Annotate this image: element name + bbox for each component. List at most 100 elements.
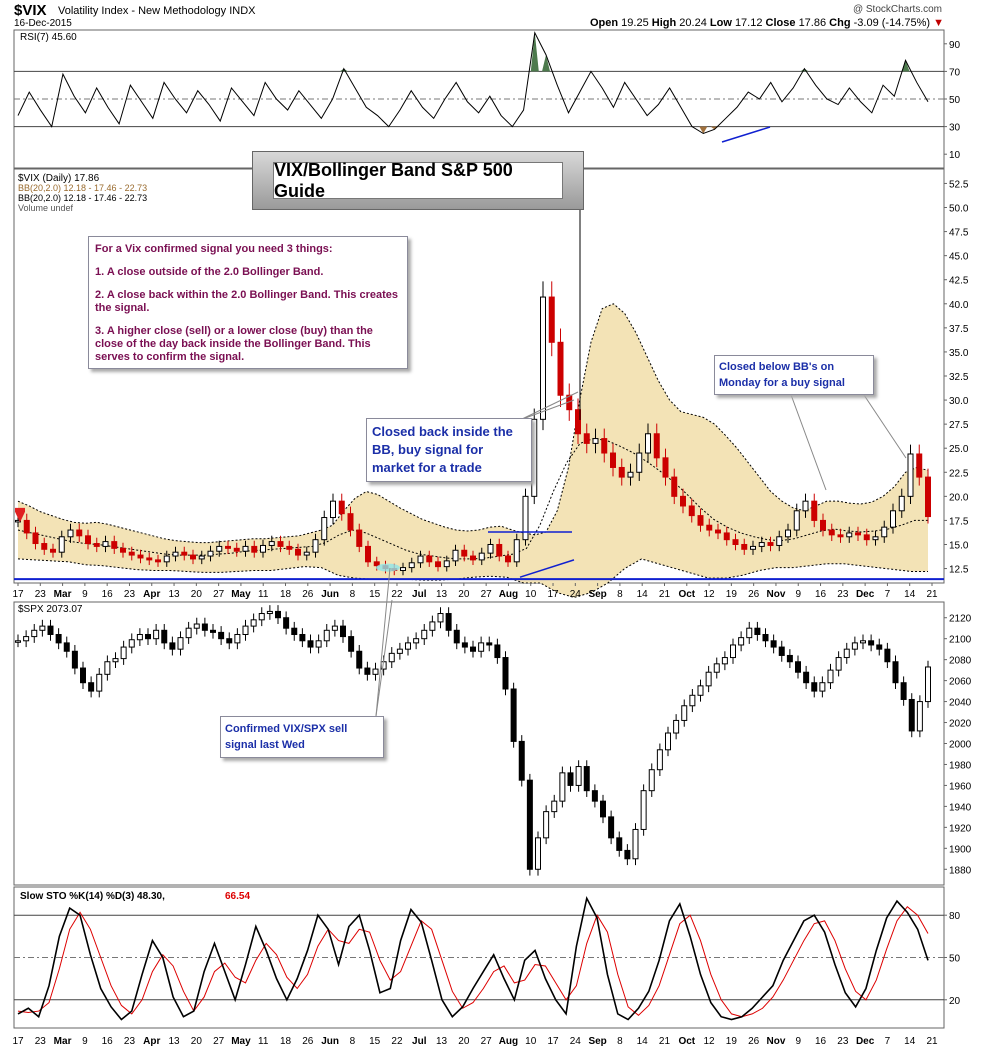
sto-d-line bbox=[17, 906, 929, 1018]
bottom-date-axis-label: 8 bbox=[350, 1036, 356, 1047]
bottom-date-axis-label: Dec bbox=[856, 1036, 875, 1047]
vix-candle-body bbox=[312, 539, 319, 553]
sto-k-line bbox=[17, 895, 929, 1021]
rules-callout: For a Vix confirmed signal you need 3 th… bbox=[88, 236, 408, 369]
vix-candle-body bbox=[540, 296, 546, 420]
spx-candle-body bbox=[876, 644, 883, 650]
date-axis-label: Apr bbox=[143, 589, 160, 600]
vix-candle-body bbox=[688, 505, 695, 517]
vix-candle-body bbox=[715, 529, 721, 534]
change-label: Chg bbox=[829, 17, 851, 29]
spx-candle-body bbox=[63, 642, 70, 652]
spx-candle-body bbox=[632, 828, 639, 860]
spx-candle-body bbox=[819, 682, 826, 692]
vix-candle-body bbox=[260, 544, 266, 553]
bottom-date-axis-label: 9 bbox=[82, 1036, 88, 1047]
bottom-date-axis-label: 26 bbox=[302, 1036, 314, 1047]
spx-candle-body bbox=[331, 625, 338, 631]
vix-candle-body bbox=[575, 409, 581, 435]
vix-candle-body bbox=[251, 545, 258, 553]
spx-candle-body bbox=[307, 640, 314, 648]
date-axis-label: 9 bbox=[795, 589, 801, 600]
date-axis-label: 14 bbox=[904, 589, 916, 600]
bottom-date-axis-label: 9 bbox=[795, 1036, 801, 1047]
sto-tick-label: 20 bbox=[949, 996, 961, 1007]
date-axis-label: 27 bbox=[481, 589, 493, 600]
vix-candle-body bbox=[338, 500, 345, 515]
vix-candle-body bbox=[426, 555, 433, 563]
vix-candle-body bbox=[111, 541, 118, 549]
date-axis-label: 7 bbox=[885, 589, 891, 600]
spx-candle-body bbox=[478, 642, 485, 652]
vix-candle-body bbox=[697, 515, 704, 526]
spx-candle-body bbox=[705, 671, 712, 687]
vix-candle-body bbox=[461, 549, 468, 557]
vix-candle-body bbox=[863, 534, 870, 541]
spx-candle-body bbox=[746, 627, 753, 639]
symbol-name-text: Volatility Index - New Methodology bbox=[58, 5, 227, 17]
vix-candle-body bbox=[478, 552, 485, 561]
vix-candle-body bbox=[163, 555, 170, 563]
date-axis-label: Sep bbox=[588, 589, 606, 600]
spx-candle-body bbox=[266, 610, 273, 615]
change-value: -3.09 (-14.75%) bbox=[853, 17, 931, 29]
signal-highlight bbox=[376, 563, 400, 572]
red-arrow-icon bbox=[15, 507, 25, 523]
bottom-date-axis-label: 7 bbox=[885, 1036, 891, 1047]
spx-candle-body bbox=[169, 642, 176, 650]
callout-pointer bbox=[375, 567, 391, 717]
sto-d-legend: 66.54 bbox=[225, 891, 250, 902]
date-axis-label: 13 bbox=[436, 589, 448, 600]
bottom-date-axis-label: 14 bbox=[904, 1036, 916, 1047]
spx-legend: $SPX 2073.07 bbox=[18, 604, 83, 615]
spx-candle-body bbox=[445, 613, 452, 631]
spx-candle-body bbox=[884, 648, 891, 663]
vix-candle-body bbox=[181, 551, 188, 556]
date-axis-label: 17 bbox=[547, 589, 559, 600]
close-value: 17.86 bbox=[798, 17, 827, 29]
vix-candle-body bbox=[470, 555, 476, 561]
spx-candle-body bbox=[161, 629, 168, 644]
rsi-tick-label: 30 bbox=[949, 123, 961, 134]
vix-legend: $VIX (Daily) 17.86 bbox=[18, 173, 100, 184]
spx-candle-body bbox=[860, 640, 866, 644]
date-axis-label: May bbox=[231, 589, 251, 600]
rsi-overbought-fill bbox=[901, 60, 910, 72]
low-label: Low bbox=[709, 17, 732, 29]
vix-tick-label: 50.0 bbox=[949, 204, 969, 215]
spx-candle-body bbox=[795, 661, 801, 673]
bottom-date-axis-label: May bbox=[231, 1036, 251, 1047]
vix-candle-body bbox=[505, 555, 511, 563]
vix-candle-body bbox=[172, 551, 179, 557]
bottom-date-axis-label: 14 bbox=[637, 1036, 649, 1047]
rsi-line bbox=[17, 31, 929, 135]
vix-candle-body bbox=[916, 453, 923, 478]
date-axis-label: 18 bbox=[280, 589, 292, 600]
spx-candle-body bbox=[348, 636, 355, 652]
vix-candle-body bbox=[680, 495, 686, 507]
spx-candle-body bbox=[364, 667, 371, 675]
bottom-date-axis-label: 27 bbox=[213, 1036, 225, 1047]
callout-pointer bbox=[861, 391, 907, 459]
spx-tick-label: 1920 bbox=[949, 823, 972, 834]
rsi-oversold-fill bbox=[699, 126, 708, 134]
vix-candle-body bbox=[723, 532, 730, 541]
vix-candle-body bbox=[347, 513, 354, 531]
spx-candle-body bbox=[648, 769, 655, 792]
spx-tick-label: 1900 bbox=[949, 844, 972, 855]
vix-candle-body bbox=[881, 526, 888, 538]
vix-candle-body bbox=[295, 548, 301, 556]
vix-tick-label: 42.5 bbox=[949, 276, 969, 287]
spx-candle-body bbox=[210, 629, 216, 633]
spx-candle-body bbox=[15, 640, 21, 643]
vix-candle-body bbox=[321, 517, 328, 541]
vix-tick-label: 30.0 bbox=[949, 396, 969, 407]
date-axis-label: 21 bbox=[926, 589, 938, 600]
spx-candle-body bbox=[258, 613, 265, 621]
vix-tick-label: 22.5 bbox=[949, 468, 969, 479]
vix-candle-body bbox=[785, 529, 791, 538]
spx-candle-body bbox=[583, 766, 590, 792]
callout-pointer bbox=[519, 399, 575, 421]
spx-candle-body bbox=[770, 640, 777, 648]
close-label: Close bbox=[765, 17, 796, 29]
